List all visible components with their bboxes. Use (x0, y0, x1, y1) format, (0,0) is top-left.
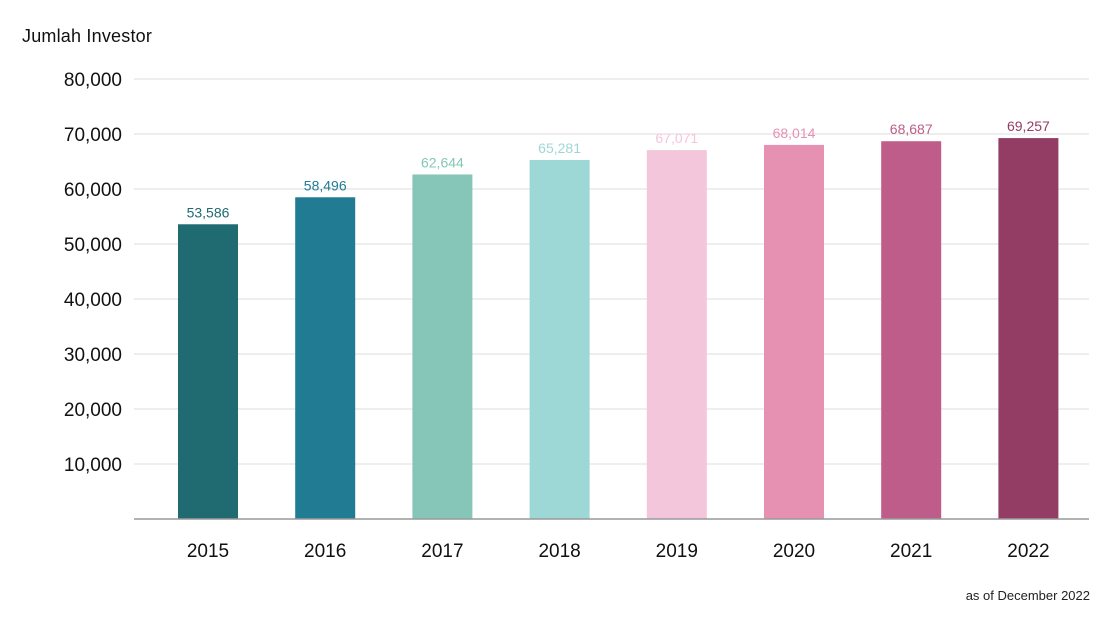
y-tick-label: 20,000 (64, 400, 122, 421)
x-tick-label: 2019 (656, 541, 698, 562)
chart-footnote: as of December 2022 (965, 588, 1090, 603)
bar-2019 (646, 150, 707, 519)
bar-2021 (881, 141, 942, 519)
x-tick-label: 2020 (773, 541, 815, 562)
bar-2020 (764, 144, 824, 519)
data-label-2019: 67,071 (655, 130, 698, 146)
data-label-2015: 53,586 (187, 204, 230, 220)
x-axis-tick-labels: 2015 2016 2017 2018 2019 2020 2021 2022 (187, 541, 1050, 562)
y-tick-label: 40,000 (64, 290, 122, 311)
bar-2018 (529, 159, 590, 519)
bar-2015 (178, 224, 238, 520)
x-tick-label: 2016 (304, 541, 346, 562)
bar-2022 (998, 138, 1059, 520)
x-tick-label: 2018 (538, 541, 580, 562)
bars (178, 138, 1059, 520)
y-tick-label: 10,000 (64, 455, 122, 476)
bar-2016 (295, 197, 356, 519)
data-label-2021: 68,687 (890, 121, 933, 137)
data-labels: 53,586 58,496 62,644 65,281 67,071 68,014 68,6… (187, 118, 1050, 220)
y-tick-label: 70,000 (64, 125, 122, 146)
x-tick-label: 2021 (890, 541, 932, 562)
data-label-2022: 69,257 (1007, 118, 1050, 134)
y-tick-label: 30,000 (64, 345, 122, 366)
bar-2017 (412, 174, 473, 519)
y-tick-label: 50,000 (64, 235, 122, 256)
y-axis-tick-labels: 10,000 20,000 30,000 40,000 50,000 60,000 70,0… (64, 70, 122, 476)
data-label-2016: 58,496 (304, 177, 347, 193)
data-label-2017: 62,644 (421, 154, 464, 170)
x-tick-label: 2015 (187, 541, 229, 562)
data-label-2018: 65,281 (538, 140, 581, 156)
data-label-2020: 68,014 (773, 125, 816, 141)
chart-title: Jumlah Investor (22, 26, 153, 46)
y-tick-label: 60,000 (64, 180, 122, 201)
y-tick-label: 80,000 (64, 70, 122, 91)
gridlines (134, 78, 1089, 465)
x-tick-label: 2022 (1007, 541, 1049, 562)
x-tick-label: 2017 (421, 541, 463, 562)
